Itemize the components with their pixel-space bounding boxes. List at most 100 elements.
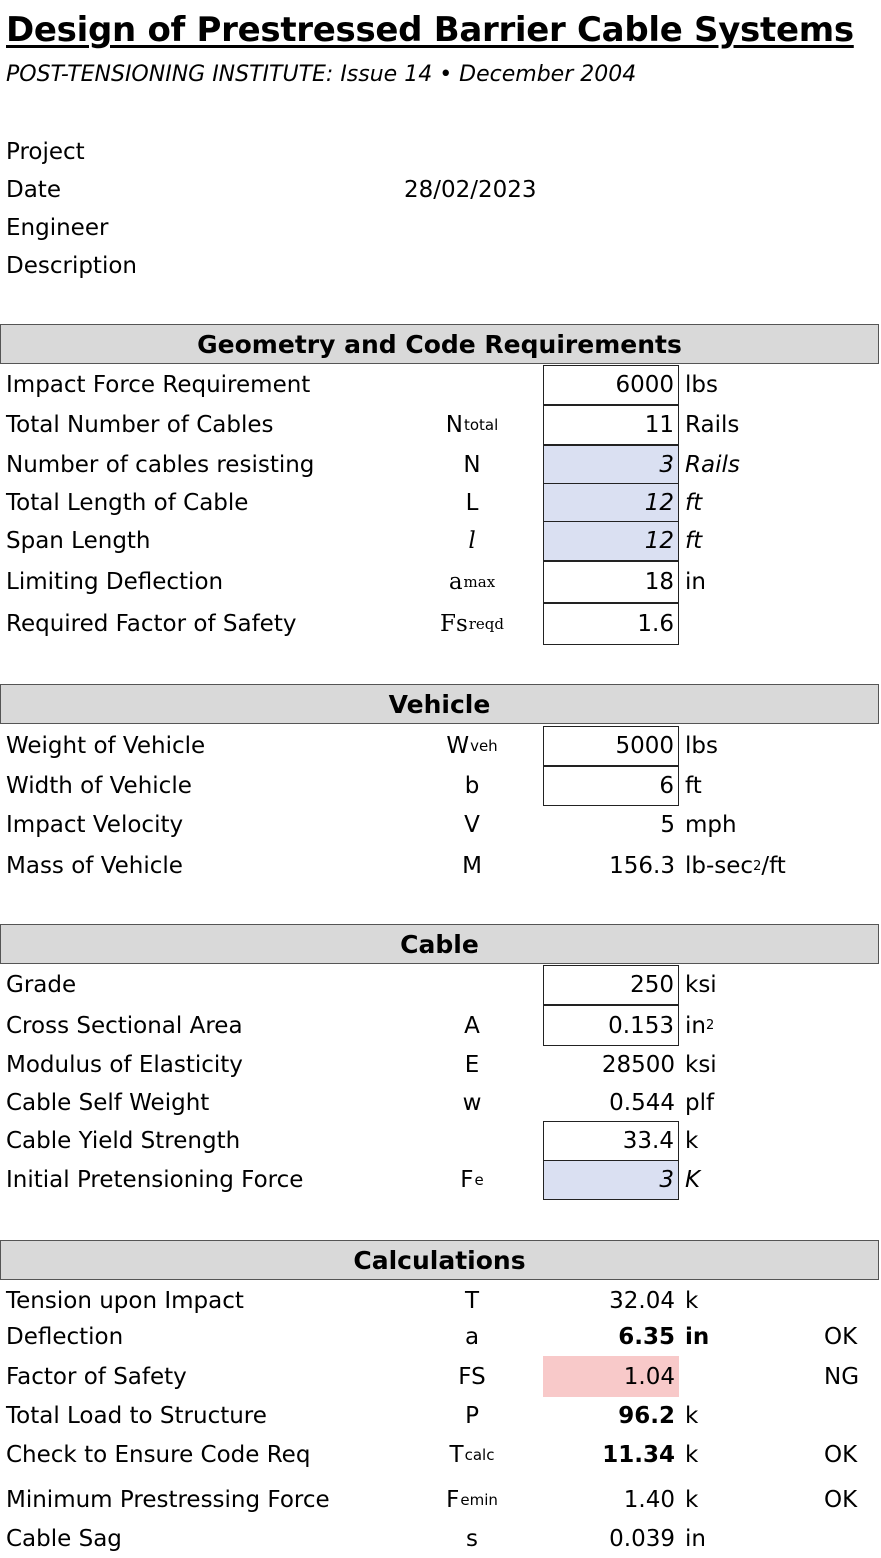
row-grade: Grade 250 ksi [0,965,881,1005]
status-badge: OK [824,1442,858,1468]
row-total-length: Total Length of Cable L 12 ft [0,483,881,523]
row-unit: Rails [685,412,740,438]
row-tension: Tension upon Impact T 32.04 k [0,1281,881,1321]
row-unit: k [685,1288,699,1314]
row-symbol: M [462,853,482,879]
cross-area-cell[interactable]: 0.153 [543,1005,679,1046]
row-unit: lbs [685,372,718,398]
limiting-deflection-cell[interactable]: 18 [543,561,679,603]
impact-force-cell[interactable]: 6000 [543,365,679,405]
row-label: Cross Sectional Area [6,1012,243,1039]
row-symbol: FS [458,1363,486,1390]
row-symbol: s [466,1526,478,1552]
deflection-value: 6.35 [618,1324,675,1350]
row-unit: in [685,1324,710,1350]
row-impact-velocity: Impact Velocity V 5 mph [0,805,881,845]
row-symbol: T [464,1288,480,1314]
description-label: Description [6,253,137,279]
row-unit: lbs [685,733,718,759]
row-label: Impact Velocity [6,812,184,838]
cables-resisting-input[interactable]: 3 [543,445,679,485]
row-label: Cable Sag [6,1526,122,1552]
row-unit: ft [685,773,702,799]
total-cables-cell[interactable]: 11 [543,405,679,445]
row-symbol: V [464,812,480,838]
row-total-load: Total Load to Structure P 96.2 k [0,1396,881,1436]
row-factor-safety: Factor of Safety FS 1.04 NG [0,1356,881,1397]
row-label: Impact Force Requirement [6,372,311,398]
row-label: Weight of Vehicle [6,733,206,759]
row-label: Span Length [6,528,151,554]
date-value[interactable]: 28/02/2023 [404,177,537,203]
status-badge: NG [824,1363,860,1390]
total-length-input[interactable]: 12 [543,483,679,523]
row-label: Minimum Prestressing Force [6,1487,330,1513]
row-symbol: L [465,490,479,516]
row-symbol: l [468,528,476,554]
row-symbol: N [463,452,481,478]
row-symbol: w [462,1090,482,1116]
row-unit: k [685,1403,699,1429]
factor-safety-value: 1.04 [543,1356,679,1397]
row-label: Grade [6,972,77,998]
row-impact-force: Impact Force Requirement 6000 lbs [0,365,881,405]
row-unit: ft [685,490,703,516]
span-length-input[interactable]: 12 [543,521,679,561]
row-symbol: Fs reqd [439,611,505,637]
row-label: Total Number of Cables [6,412,274,438]
row-label: Width of Vehicle [6,773,192,799]
row-symbol: a max [448,569,496,595]
row-cross-area: Cross Sectional Area A 0.153 in 2 [0,1005,881,1046]
pretension-input[interactable]: 3 [543,1160,679,1200]
row-span-length: Span Length l 12 ft [0,521,881,561]
impact-velocity-value: 5 [660,812,675,838]
row-label: Mass of Vehicle [6,853,183,879]
row-label: Limiting Deflection [6,569,224,595]
self-weight-value: 0.544 [609,1090,675,1116]
cable-section-header: Cable [0,924,879,964]
row-unit: in 2 [685,1012,715,1039]
row-unit: Rails [685,452,740,478]
row-yield-strength: Cable Yield Strength 33.4 k [0,1121,881,1161]
calculations-section-header: Calculations [0,1240,879,1280]
row-label: Check to Ensure Code Req [6,1442,311,1468]
row-symbol: A [464,1012,480,1039]
row-unit: in [685,569,706,595]
row-limiting-deflection: Limiting Deflection a max 18 in [0,561,881,603]
vehicle-weight-cell[interactable]: 5000 [543,726,679,766]
row-unit: ksi [685,972,717,998]
row-label: Total Length of Cable [6,490,249,516]
vehicle-mass-value: 156.3 [609,853,675,879]
row-deflection: Deflection a 6.35 in OK [0,1317,881,1357]
engineer-label: Engineer [6,215,109,241]
row-vehicle-mass: Mass of Vehicle M 156.3 lb-sec 2/ft [0,846,881,886]
row-symbol: E [464,1052,480,1078]
row-unit: k [685,1487,699,1513]
row-label: Modulus of Elasticity [6,1052,243,1078]
row-unit: k [685,1442,699,1468]
row-symbol: b [464,773,480,799]
vehicle-width-cell[interactable]: 6 [543,766,679,806]
required-fs-cell[interactable]: 1.6 [543,603,679,645]
min-prestress-value: 1.40 [623,1487,675,1513]
row-label: Tension upon Impact [6,1288,244,1314]
row-label: Total Load to Structure [6,1403,267,1429]
page-subtitle: POST-TENSIONING INSTITUTE: Issue 14 • De… [6,62,637,87]
yield-strength-cell[interactable]: 33.4 [543,1121,679,1161]
status-badge: OK [824,1324,858,1350]
row-label: Initial Pretensioning Force [6,1167,304,1193]
row-vehicle-width: Width of Vehicle b 6 ft [0,766,881,806]
grade-cell[interactable]: 250 [543,965,679,1005]
page-title: Design of Prestressed Barrier Cable Syst… [6,10,854,50]
modulus-value: 28500 [601,1052,675,1078]
row-label: Deflection [6,1324,124,1350]
row-unit: in [685,1526,706,1552]
